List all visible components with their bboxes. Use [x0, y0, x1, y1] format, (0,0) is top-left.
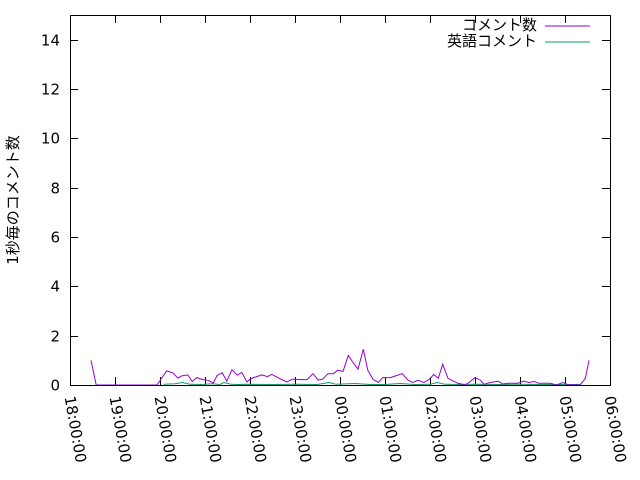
- x-tick-label: 23:00:00: [286, 395, 315, 464]
- x-tick-label: 05:00:00: [556, 395, 585, 464]
- x-tick-label: 06:00:00: [601, 395, 630, 464]
- y-tick-label: 10: [41, 130, 60, 148]
- plot-frame: [70, 15, 611, 386]
- series-line-1: [163, 381, 580, 386]
- y-tick-label: 6: [50, 229, 60, 247]
- x-tick-label: 03:00:00: [466, 395, 495, 464]
- y-tick-label: 8: [50, 180, 60, 198]
- x-tick-label: 19:00:00: [106, 395, 135, 464]
- x-tick-label: 21:00:00: [196, 395, 225, 464]
- legend-label-1: 英語コメント: [447, 32, 537, 50]
- y-tick-label: 4: [50, 278, 60, 296]
- legend-label-0: コメント数: [462, 16, 537, 34]
- series-line-0: [90, 349, 590, 386]
- axis-ticks: 0 2 4 6 8 10 12 14 18:00:00 19:00:00 20:00:00 21:00…: [41, 15, 630, 464]
- y-tick-label: 14: [41, 32, 60, 50]
- series-group: [90, 349, 590, 386]
- x-tick-label: 22:00:00: [241, 395, 270, 464]
- x-tick-label: 04:00:00: [511, 395, 540, 464]
- y-tick-label: 12: [41, 81, 60, 99]
- x-tick-label: 00:00:00: [331, 395, 360, 464]
- legend: コメント数 英語コメント: [447, 16, 590, 50]
- x-tick-label: 01:00:00: [376, 395, 405, 464]
- x-tick-label: 20:00:00: [151, 395, 180, 464]
- x-tick-label: 18:00:00: [61, 395, 90, 464]
- x-tick-label: 02:00:00: [421, 395, 450, 464]
- y-tick-label: 2: [50, 328, 60, 346]
- y-axis-label: 1秒毎のコメント数: [4, 135, 22, 265]
- y-tick-label: 0: [50, 377, 60, 395]
